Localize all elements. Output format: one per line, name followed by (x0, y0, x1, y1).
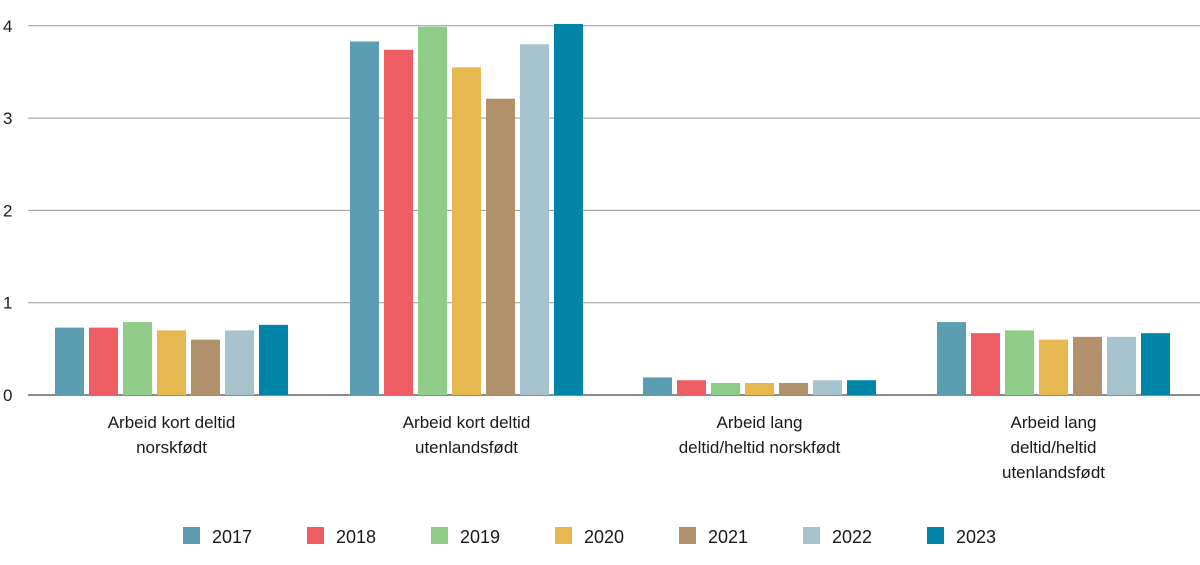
category-label: utenlandsfødt (1002, 463, 1105, 482)
legend: 2017 2018 2019 2020 2021 2022 2023 (183, 527, 996, 547)
bar-2017-cat4 (937, 322, 966, 395)
legend-swatch-2018 (307, 527, 324, 544)
bar-2020-cat2 (452, 67, 481, 396)
category-label: norskfødt (136, 438, 207, 457)
y-axis-ticks: 0 1 2 3 4 (3, 17, 12, 405)
category-label: deltid/heltid (1010, 438, 1096, 457)
legend-swatch-2023 (927, 527, 944, 544)
bar-2019-cat1 (123, 322, 152, 395)
y-tick-label: 2 (3, 201, 12, 220)
legend-label-2017: 2017 (212, 527, 252, 547)
legend-swatch-2022 (803, 527, 820, 544)
legend-label-2020: 2020 (584, 527, 624, 547)
gridlines (28, 25, 1200, 396)
bar-2021-cat1 (191, 339, 220, 395)
category-label: deltid/heltid norskfødt (679, 438, 841, 457)
bar-2023-cat3 (847, 380, 876, 395)
category-labels: Arbeid kort deltid norskfødt Arbeid kort d… (108, 413, 1106, 482)
category-label: utenlandsfødt (415, 438, 518, 457)
legend-swatch-2017 (183, 527, 200, 544)
bar-2023-cat2 (554, 23, 583, 395)
bar-2018-cat4 (971, 333, 1000, 395)
legend-label-2019: 2019 (460, 527, 500, 547)
bar-2017-cat2 (350, 41, 379, 396)
legend-label-2023: 2023 (956, 527, 996, 547)
y-tick-label: 3 (3, 109, 12, 128)
bar-2018-cat1 (89, 327, 118, 395)
y-tick-label: 1 (3, 294, 12, 313)
category-label: Arbeid kort deltid (108, 413, 236, 432)
bar-2022-cat1 (225, 330, 254, 395)
y-tick-label: 0 (3, 386, 12, 405)
bar-2018-cat2 (384, 49, 413, 395)
bar-2017-cat3 (643, 377, 672, 395)
category-label: Arbeid lang (1010, 413, 1096, 432)
bar-2023-cat1 (259, 324, 288, 395)
bar-2019-cat3 (711, 383, 740, 395)
bar-2020-cat4 (1039, 339, 1068, 395)
bar-2022-cat4 (1107, 336, 1136, 395)
legend-label-2018: 2018 (336, 527, 376, 547)
category-label: Arbeid lang (716, 413, 802, 432)
bar-2017-cat1 (55, 327, 84, 395)
bar-2020-cat3 (745, 383, 774, 395)
category-label: Arbeid kort deltid (403, 413, 531, 432)
bar-2021-cat4 (1073, 336, 1102, 395)
bars (55, 23, 1170, 396)
bar-2018-cat3 (677, 380, 706, 395)
bar-2021-cat3 (779, 383, 808, 395)
bar-2019-cat2 (418, 26, 447, 396)
bar-2023-cat4 (1141, 333, 1170, 395)
bar-2022-cat2 (520, 44, 549, 395)
bar-2020-cat1 (157, 330, 186, 395)
bar-2021-cat2 (486, 98, 515, 395)
legend-swatch-2019 (431, 527, 448, 544)
legend-label-2022: 2022 (832, 527, 872, 547)
legend-swatch-2020 (555, 527, 572, 544)
y-tick-label: 4 (3, 17, 12, 36)
legend-label-2021: 2021 (708, 527, 748, 547)
bar-2019-cat4 (1005, 330, 1034, 395)
legend-swatch-2021 (679, 527, 696, 544)
bar-2022-cat3 (813, 380, 842, 395)
